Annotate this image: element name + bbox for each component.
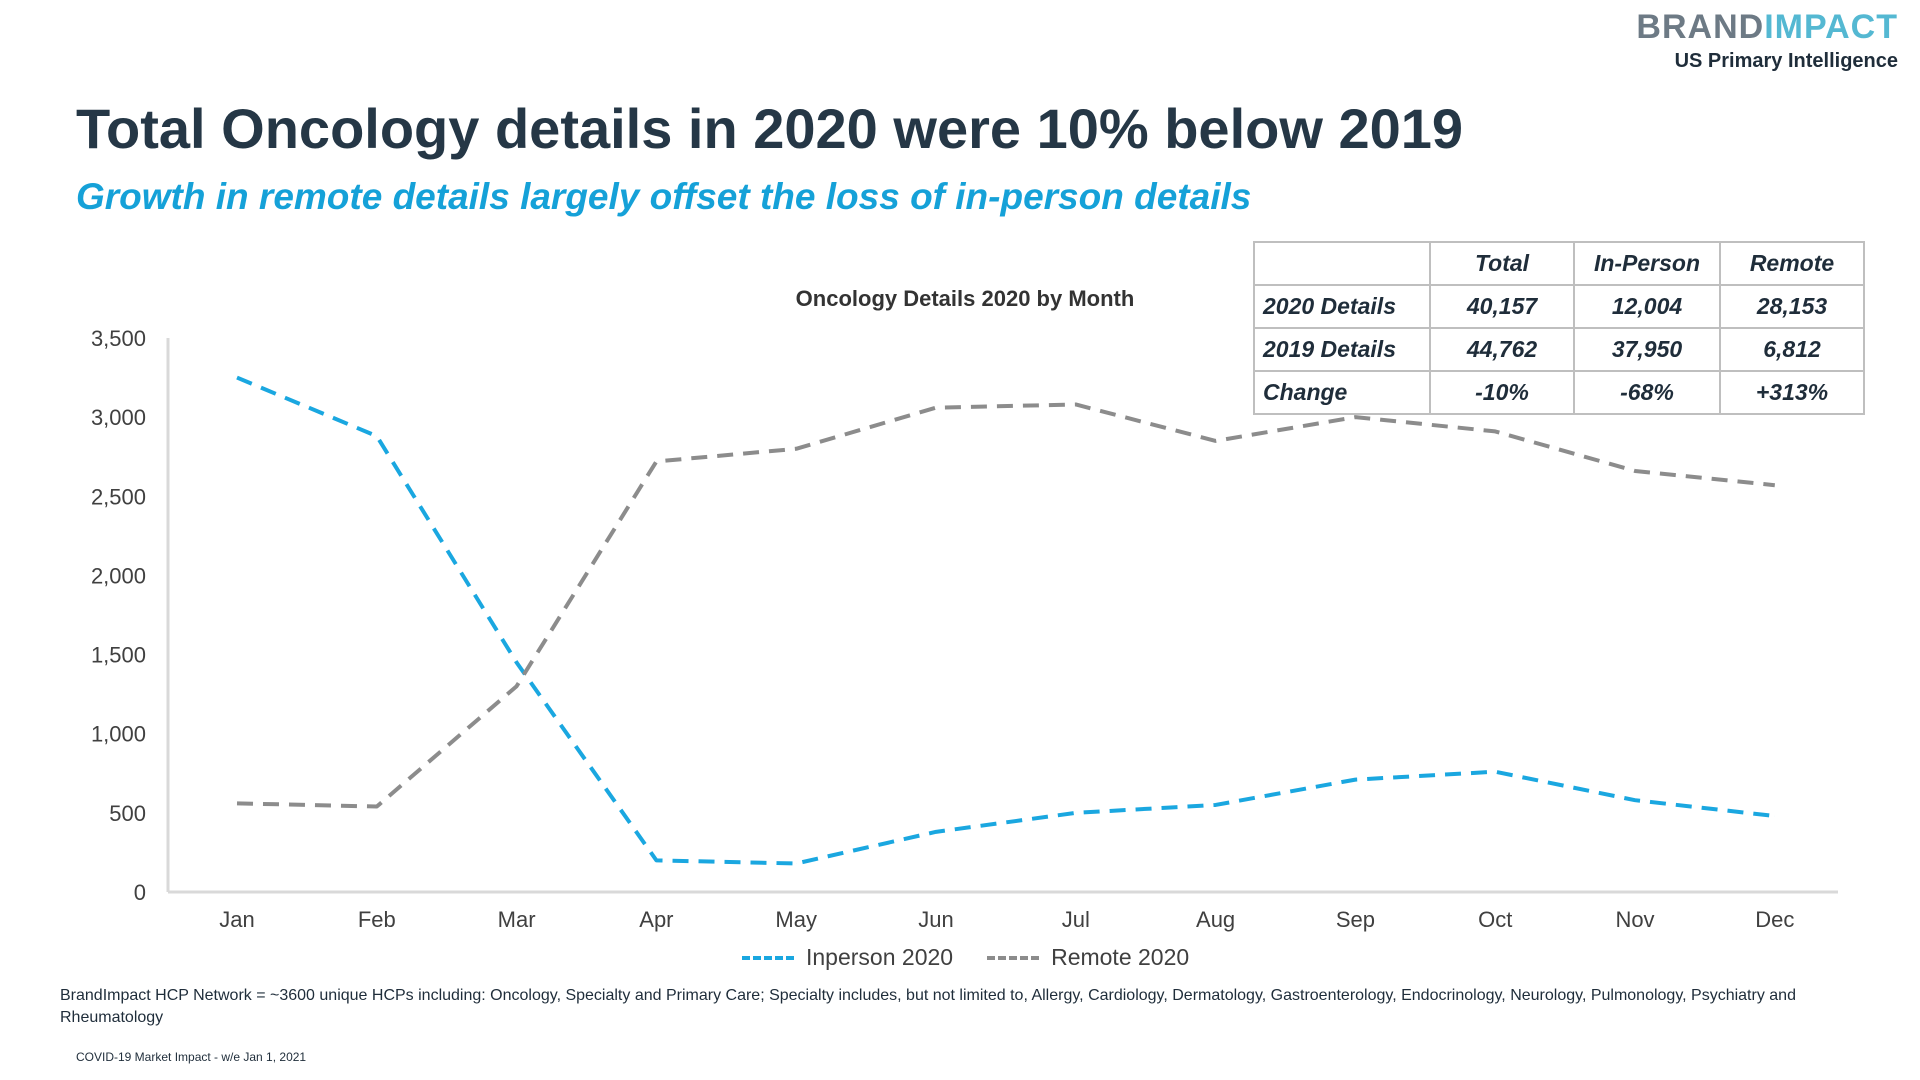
slide-title: Total Oncology details in 2020 were 10% … xyxy=(76,97,1464,160)
x-tick-label: Jun xyxy=(918,907,953,932)
legend-swatch-remote xyxy=(987,955,1040,960)
x-tick-label: Sep xyxy=(1336,907,1375,932)
legend-swatch-inperson xyxy=(742,955,794,960)
legend-item-remote: Remote 2020 xyxy=(987,944,1189,971)
summary-cell: 44,762 xyxy=(1429,327,1575,372)
brand-logo-part1: BRAND xyxy=(1636,8,1765,46)
y-tick-label: 3,500 xyxy=(91,326,146,351)
summary-cell: -68% xyxy=(1573,370,1721,415)
series-line-inperson xyxy=(236,375,1776,866)
brand-block: BRANDIMPACT US Primary Intelligence xyxy=(1636,10,1898,73)
x-tick-label: Nov xyxy=(1615,907,1654,932)
summary-table: Total In-Person Remote 2020 Details 40,1… xyxy=(1253,241,1865,415)
source-note: COVID-19 Market Impact - w/e Jan 1, 2021 xyxy=(76,1050,307,1064)
summary-header-row: Total In-Person Remote xyxy=(1253,241,1865,286)
summary-row-label: Change xyxy=(1253,370,1431,415)
y-tick-label: 1,000 xyxy=(91,722,146,747)
x-tick-label: Mar xyxy=(498,907,536,932)
x-tick-label: Dec xyxy=(1755,907,1794,932)
slide-subtitle: Growth in remote details largely offset … xyxy=(76,176,1252,217)
summary-cell: 6,812 xyxy=(1719,327,1865,372)
x-tick-label: Aug xyxy=(1196,907,1235,932)
summary-row-change: Change -10% -68% +313% xyxy=(1253,370,1865,415)
summary-row-label: 2020 Details xyxy=(1253,284,1431,329)
chart-title: Oncology Details 2020 by Month xyxy=(795,286,1135,311)
chart-legend: Inperson 2020 Remote 2020 xyxy=(742,944,1223,971)
footnote: BrandImpact HCP Network = ~3600 unique H… xyxy=(60,987,1796,1026)
y-tick-label: 2,000 xyxy=(91,563,146,588)
x-tick-label: Feb xyxy=(358,907,396,932)
legend-label-remote: Remote 2020 xyxy=(1051,944,1190,970)
brand-logo-part2: IMPACT xyxy=(1764,8,1898,46)
summary-header-total: Total xyxy=(1429,241,1575,286)
x-tick-label: Apr xyxy=(639,907,673,932)
summary-row-2020: 2020 Details 40,157 12,004 28,153 xyxy=(1253,284,1865,329)
y-tick-label: 0 xyxy=(134,880,146,905)
legend-label-inperson: Inperson 2020 xyxy=(806,944,954,970)
y-tick-label: 1,500 xyxy=(91,643,146,668)
x-tick-label: Jul xyxy=(1062,907,1090,932)
y-tick-label: 3,000 xyxy=(91,405,146,430)
summary-cell: 12,004 xyxy=(1573,284,1721,329)
summary-header-remote: Remote xyxy=(1719,241,1865,286)
summary-cell: 37,950 xyxy=(1573,327,1721,372)
summary-cell: 40,157 xyxy=(1429,284,1575,329)
legend-item-inperson: Inperson 2020 xyxy=(742,944,953,971)
x-tick-label: Jan xyxy=(219,907,254,932)
summary-header-corner xyxy=(1253,241,1431,286)
summary-cell: 28,153 xyxy=(1719,284,1865,329)
summary-cell: +313% xyxy=(1719,370,1865,415)
brand-logo: BRANDIMPACT xyxy=(1636,10,1898,44)
y-tick-label: 500 xyxy=(109,801,146,826)
summary-row-label: 2019 Details xyxy=(1253,327,1431,372)
series-line-remote xyxy=(236,402,1776,809)
x-tick-label: May xyxy=(775,907,817,932)
summary-row-2019: 2019 Details 44,762 37,950 6,812 xyxy=(1253,327,1865,372)
summary-header-in-person: In-Person xyxy=(1573,241,1721,286)
x-tick-label: Oct xyxy=(1478,907,1512,932)
y-tick-label: 2,500 xyxy=(91,484,146,509)
summary-cell: -10% xyxy=(1429,370,1575,415)
brand-subtitle: US Primary Intelligence xyxy=(1674,50,1898,72)
